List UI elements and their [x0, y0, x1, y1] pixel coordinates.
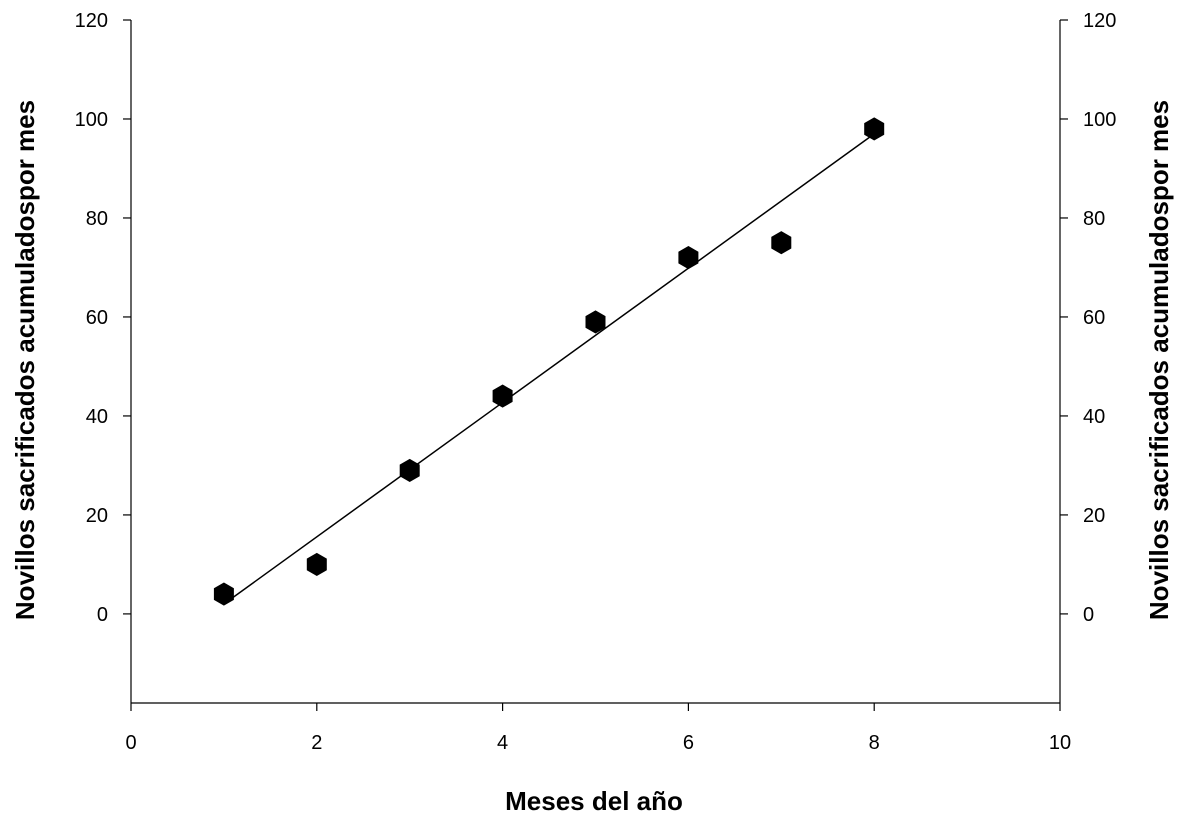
y-axis-title-left: Novillos sacrificados acumuladospor mes: [10, 100, 40, 620]
data-point: [864, 117, 885, 141]
data-point: [306, 552, 327, 576]
x-tick-label: 4: [497, 732, 508, 754]
y-tick-label-right: 60: [1083, 307, 1105, 329]
y-tick-label-right: 100: [1083, 109, 1116, 131]
data-point: [492, 384, 513, 408]
y-tick-label-left: 100: [75, 109, 108, 131]
y-axis-title-right: Novillos sacrificados acumuladospor mes: [1144, 100, 1174, 620]
data-point: [585, 310, 606, 334]
data-points: [213, 117, 885, 606]
y-tick-label-right: 20: [1083, 505, 1105, 527]
data-point: [213, 582, 234, 606]
y-tick-label-left: 120: [75, 10, 108, 32]
x-tick-label: 8: [869, 732, 880, 754]
y-tick-label-right: 40: [1083, 406, 1105, 428]
x-axis-title: Meses del año: [505, 786, 683, 815]
data-point: [678, 246, 699, 270]
data-point: [399, 458, 420, 482]
y-tick-label-left: 40: [86, 406, 108, 428]
data-point: [771, 231, 792, 255]
y-tick-label-right: 0: [1083, 604, 1094, 626]
x-tick-label: 2: [311, 732, 322, 754]
y-tick-label-left: 20: [86, 505, 108, 527]
trendline: [223, 133, 875, 605]
y-tick-label-right: 80: [1083, 208, 1105, 230]
y-tick-label-right: 120: [1083, 10, 1116, 32]
axes: [130, 20, 1061, 704]
y-tick-label-left: 0: [97, 604, 108, 626]
y-tick-label-left: 60: [86, 307, 108, 329]
x-tick-label: 10: [1049, 732, 1071, 754]
x-tick-label: 6: [683, 732, 694, 754]
x-tick-label: 0: [125, 732, 136, 754]
y-tick-label-left: 80: [86, 208, 108, 230]
trendline-group: [223, 133, 875, 605]
